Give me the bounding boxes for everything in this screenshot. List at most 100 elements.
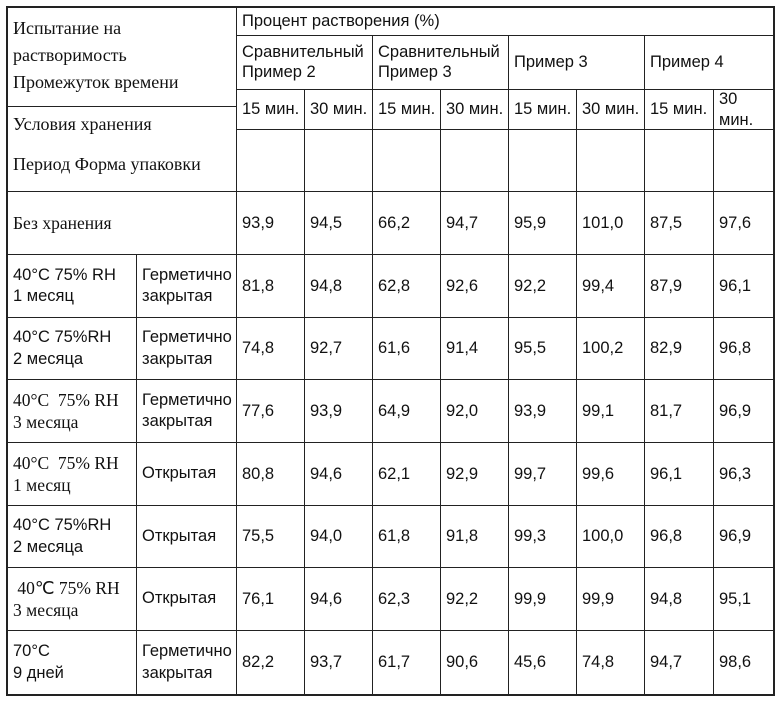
time-header-cell: 15 мин. xyxy=(509,90,577,130)
spacer-cell xyxy=(237,130,305,192)
value-cell: 100,0 xyxy=(577,506,645,568)
value-cell: 61,6 xyxy=(373,318,441,380)
value-cell: 99,6 xyxy=(577,443,645,506)
period-cell: 40℃ 75% RH 3 месяца xyxy=(8,568,137,631)
value-cell: 82,9 xyxy=(645,318,714,380)
value-cell: 61,8 xyxy=(373,506,441,568)
packaging-cell: Герметично закрытая xyxy=(137,318,237,380)
value-cell: 94,0 xyxy=(305,506,373,568)
value-cell: 93,9 xyxy=(237,192,305,255)
value-cell: 76,1 xyxy=(237,568,305,631)
group-header-cell: Пример 3 xyxy=(509,36,645,90)
period-cell: 40°C 75% RH 1 месяц xyxy=(8,255,137,318)
value-cell: 91,4 xyxy=(441,318,509,380)
spacer-cell xyxy=(645,130,714,192)
value-cell: 80,8 xyxy=(237,443,305,506)
value-cell: 94,7 xyxy=(441,192,509,255)
value-cell: 96,9 xyxy=(714,506,773,568)
value-cell: 96,1 xyxy=(645,443,714,506)
packaging-cell: Герметично закрытая xyxy=(137,380,237,443)
spacer-cell xyxy=(305,130,373,192)
value-cell: 93,7 xyxy=(305,631,373,694)
value-cell: 92,9 xyxy=(441,443,509,506)
value-cell: 99,7 xyxy=(509,443,577,506)
value-cell: 81,8 xyxy=(237,255,305,318)
value-cell: 75,5 xyxy=(237,506,305,568)
value-cell: 95,9 xyxy=(509,192,577,255)
value-cell: 98,6 xyxy=(719,653,752,672)
main-header-cell: Процент растворения (%) xyxy=(237,8,773,36)
period-cell: Без хранения xyxy=(8,192,237,255)
group-header-cell: Пример 4 xyxy=(645,36,773,90)
corner-cell-test-title: Испытание на растворимость Промежуток вр… xyxy=(8,8,237,107)
time-header-cell: 30 мин. xyxy=(577,90,645,130)
corner-cell-conditions: Условия хранения Период Форма упаковки xyxy=(8,107,237,192)
value-cell: 94,7 xyxy=(645,631,714,694)
value-cell: 99,4 xyxy=(577,255,645,318)
value-cell: 96,9 xyxy=(714,380,773,443)
value-cell: 92,7 xyxy=(305,318,373,380)
value-cell: 62,1 xyxy=(373,443,441,506)
value-cell: 95,5 xyxy=(509,318,577,380)
value-cell: 82,2 xyxy=(237,631,305,694)
value-cell: 92,0 xyxy=(441,380,509,443)
spacer-cell xyxy=(577,130,645,192)
value-cell: 66,2 xyxy=(373,192,441,255)
value-cell: 94,8 xyxy=(305,255,373,318)
value-cell: 62,3 xyxy=(373,568,441,631)
packaging-cell: Открытая xyxy=(137,443,237,506)
value-cell: 94,6 xyxy=(305,443,373,506)
value-cell: 87,9 xyxy=(645,255,714,318)
value-cell: 99,3 xyxy=(509,506,577,568)
value-cell: 94,8 xyxy=(645,568,714,631)
value-cell: 101,0 xyxy=(577,192,645,255)
value-cell: 92,6 xyxy=(441,255,509,318)
value-cell: 74,8 xyxy=(577,631,645,694)
value-cell: 45,6 xyxy=(509,631,577,694)
time-header-cell: 15 мин. xyxy=(645,90,714,130)
spacer-cell xyxy=(714,130,773,192)
spacer-cell xyxy=(509,130,577,192)
value-cell: 61,7 xyxy=(373,631,441,694)
value-cell: 87,5 xyxy=(645,192,714,255)
value-cell: 93,9 xyxy=(509,380,577,443)
time-header-cell: 15 мин. xyxy=(237,90,305,130)
value-cell: 62,8 xyxy=(373,255,441,318)
value-cell: 96,3 xyxy=(714,443,773,506)
group-header-cell: Сравнительный Пример 2 xyxy=(237,36,373,90)
value-cell: 96,8 xyxy=(645,506,714,568)
packaging-cell: Герметично закрытая xyxy=(137,631,237,694)
value-cell: 64,9 xyxy=(373,380,441,443)
value-cell: 96,8 xyxy=(714,318,773,380)
period-cell: 40°С 75% RH 3 месяца xyxy=(8,380,137,443)
spacer-cell xyxy=(441,130,509,192)
value-cell: 77,6 xyxy=(237,380,305,443)
value-cell: 90,6 xyxy=(441,631,509,694)
value-cell: 94,5 xyxy=(305,192,373,255)
value-cell: 99,1 xyxy=(577,380,645,443)
value-cell: 92,2 xyxy=(509,255,577,318)
value-cell: 91,8 xyxy=(441,506,509,568)
value-cell: 94,6 xyxy=(305,568,373,631)
group-header-cell: Сравнительный Пример 3 xyxy=(373,36,509,90)
value-cell: 81,7 xyxy=(645,380,714,443)
period-cell: 40°C 75%RH 2 месяца xyxy=(8,318,137,380)
value-cell: 97,6 xyxy=(714,192,773,255)
time-header-cell: 30 мин. xyxy=(714,90,773,130)
value-cell: 99,9 xyxy=(577,568,645,631)
value-cell: 92,2 xyxy=(441,568,509,631)
value-cell: 96,1 xyxy=(714,255,773,318)
value-cell: 99,9 xyxy=(509,568,577,631)
time-header-cell: 30 мин. xyxy=(305,90,373,130)
value-cell: 95,1 xyxy=(714,568,773,631)
period-cell: 40°С 75% RH 1 месяц xyxy=(8,443,137,506)
time-header-cell: 15 мин. xyxy=(373,90,441,130)
value-cell: 74,8 xyxy=(237,318,305,380)
time-header-cell: 30 мин. xyxy=(441,90,509,130)
value-cell: 100,2 xyxy=(577,318,645,380)
packaging-cell: Герметично закрытая xyxy=(137,255,237,318)
dissolution-results-table: Испытание на растворимость Промежуток вр… xyxy=(6,6,775,696)
packaging-cell: Открытая xyxy=(137,506,237,568)
period-cell: 70°C 9 дней xyxy=(8,631,137,694)
